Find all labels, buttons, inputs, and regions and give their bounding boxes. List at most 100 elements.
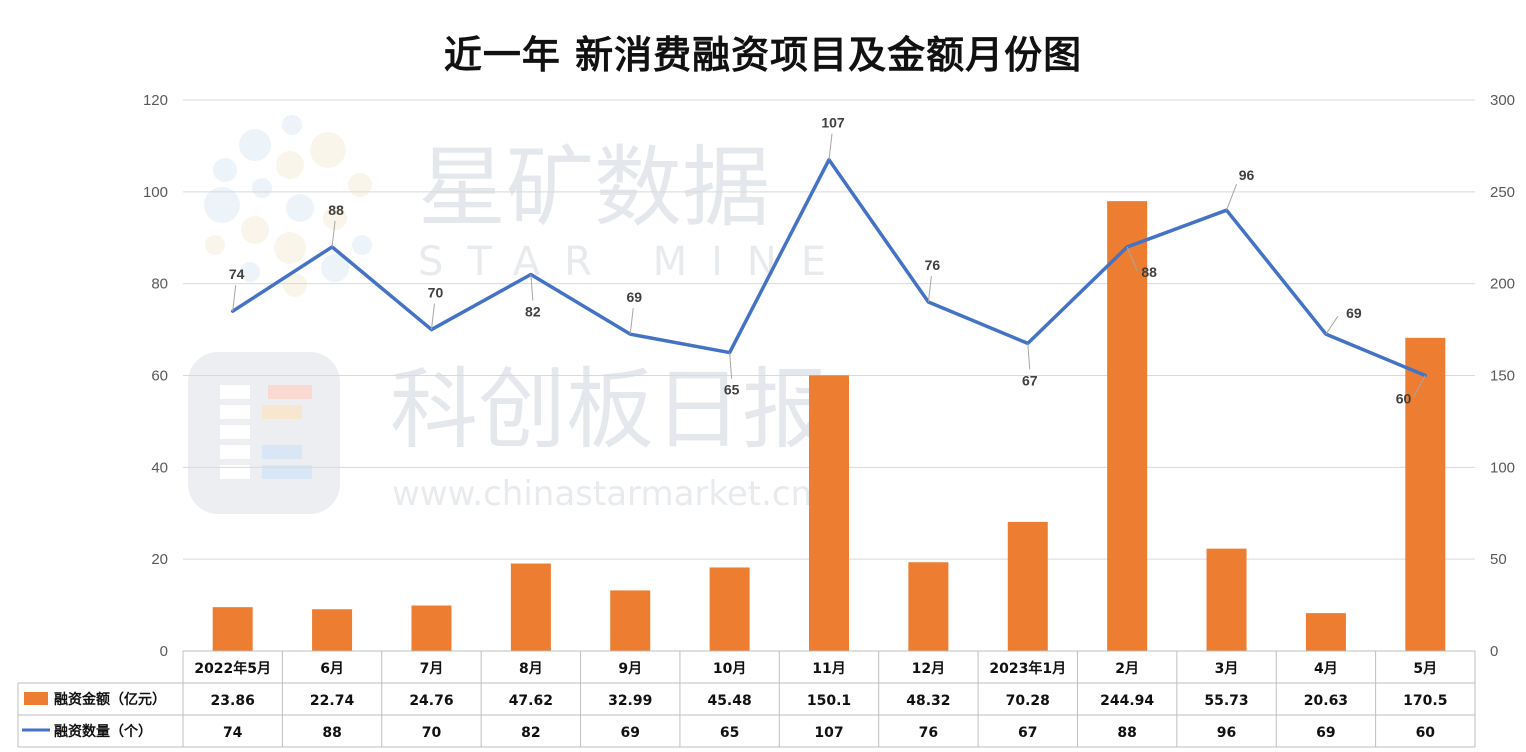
table-cell-count: 67 — [1018, 725, 1037, 741]
line-data-label: 69 — [626, 289, 642, 305]
category-label: 3月 — [1215, 661, 1239, 677]
y-left-tick-label: 40 — [151, 459, 168, 476]
line-data-label: 70 — [428, 285, 444, 301]
table-cell-count: 76 — [919, 725, 938, 741]
table-cell-count: 107 — [814, 725, 843, 741]
data-label-leader — [1226, 184, 1238, 211]
line-data-label: 96 — [1239, 167, 1255, 183]
line-data-label: 76 — [925, 257, 941, 273]
bar — [1007, 521, 1048, 651]
data-label-leader — [729, 352, 733, 379]
table-cell-amount: 45.48 — [707, 693, 751, 709]
bar — [212, 607, 253, 651]
data-label-leader — [331, 220, 336, 247]
data-label-leader — [232, 285, 237, 312]
category-label: 2022年5月 — [194, 660, 271, 677]
category-label: 2023年1月 — [989, 660, 1066, 677]
category-label: 2月 — [1115, 661, 1139, 677]
line-data-label: 88 — [1141, 264, 1157, 280]
y-left-tick-label: 80 — [151, 276, 168, 293]
line-data-label: 60 — [1396, 391, 1412, 407]
category-label: 12月 — [912, 661, 945, 677]
table-cell-amount: 20.63 — [1304, 693, 1348, 709]
category-label: 8月 — [519, 661, 543, 677]
data-label-leader — [1126, 246, 1138, 272]
bar-series — [212, 201, 1446, 651]
category-label: 9月 — [618, 661, 642, 677]
table-cell-count: 88 — [322, 725, 341, 741]
line-data-label: 69 — [1346, 305, 1362, 321]
watermark-dots-logo — [204, 115, 372, 297]
data-label-leader — [1412, 375, 1426, 398]
data-label-leader — [1027, 343, 1031, 370]
watermark-en-top: STAR MINE — [418, 239, 850, 285]
y-right-tick-label: 0 — [1490, 643, 1498, 660]
table-cell-amount: 244.94 — [1100, 693, 1154, 709]
table-cell-amount: 47.62 — [509, 693, 553, 709]
chart-title: 近一年 新消费融资项目及金额月份图 — [443, 33, 1083, 77]
y-left-tick-label: 100 — [143, 184, 168, 201]
data-label-leader — [629, 308, 634, 335]
bar — [1107, 201, 1148, 651]
y-right-tick-label: 250 — [1490, 184, 1515, 201]
data-label-leader — [530, 274, 534, 301]
category-label: 6月 — [320, 661, 344, 677]
y-axis-right: 0 50 100 150 200 250 300 — [1490, 92, 1515, 660]
y-right-tick-label: 50 — [1490, 551, 1507, 568]
line-data-label: 67 — [1022, 372, 1038, 388]
table-cell-amount: 22.74 — [310, 693, 355, 709]
y-left-tick-label: 60 — [151, 368, 168, 385]
bar — [1305, 613, 1346, 651]
data-label-leader — [927, 275, 932, 303]
legend-label-bar: 融资金额（亿元） — [54, 691, 166, 708]
y-left-tick-label: 120 — [143, 92, 168, 109]
y-left-tick-label: 20 — [151, 551, 168, 568]
y-right-tick-label: 150 — [1490, 368, 1515, 385]
bar — [709, 567, 750, 651]
bar — [312, 609, 353, 651]
watermark-url: www.chinastarmarket.cn — [392, 474, 812, 514]
category-label: 4月 — [1314, 661, 1338, 677]
table-cell-count: 96 — [1217, 725, 1236, 741]
data-label-leader — [430, 303, 435, 330]
table-cell-amount: 48.32 — [906, 693, 950, 709]
y-right-tick-label: 100 — [1490, 459, 1515, 476]
legend-label-line: 融资数量（个） — [54, 723, 152, 740]
table-cell-amount: 32.99 — [608, 693, 652, 709]
table-cell-amount: 150.1 — [807, 693, 851, 709]
table-cell-count: 60 — [1416, 725, 1436, 741]
watermark-app-icon — [188, 352, 340, 514]
table-cell-amount: 55.73 — [1204, 693, 1248, 709]
category-label: 10月 — [713, 661, 746, 677]
y-right-tick-label: 300 — [1490, 92, 1515, 109]
bar — [1206, 548, 1247, 651]
table-cell-count: 69 — [620, 725, 639, 741]
y-axis-left: 0 20 40 60 80 100 120 — [143, 92, 168, 660]
watermark-cn-top: 星矿数据 — [418, 136, 770, 239]
line-data-label: 107 — [821, 115, 845, 131]
table-cell-amount: 170.5 — [1403, 693, 1447, 709]
legend-key-bar — [24, 692, 48, 705]
table-cell-count: 70 — [422, 725, 442, 741]
table-cell-count: 65 — [720, 725, 739, 741]
table-cell-amount: 23.86 — [211, 693, 255, 709]
bar — [510, 563, 551, 651]
bar — [1405, 337, 1446, 651]
table-cell-amount: 24.76 — [409, 693, 453, 709]
y-right-tick-label: 200 — [1490, 276, 1515, 293]
category-label: 7月 — [420, 661, 444, 677]
bar — [610, 590, 651, 651]
y-left-tick-label: 0 — [160, 643, 168, 660]
line-data-label: 82 — [525, 303, 541, 319]
bar — [809, 375, 849, 651]
table-cell-amount: 70.28 — [1006, 693, 1050, 709]
category-label: 5月 — [1413, 661, 1437, 677]
data-label-leader — [828, 133, 833, 160]
table-cell-count: 82 — [521, 725, 540, 741]
data-label-leader — [1325, 315, 1339, 335]
table-cell-count: 88 — [1117, 725, 1136, 741]
bar — [908, 562, 949, 651]
table-cell-count: 74 — [223, 725, 243, 741]
bar — [411, 605, 452, 651]
